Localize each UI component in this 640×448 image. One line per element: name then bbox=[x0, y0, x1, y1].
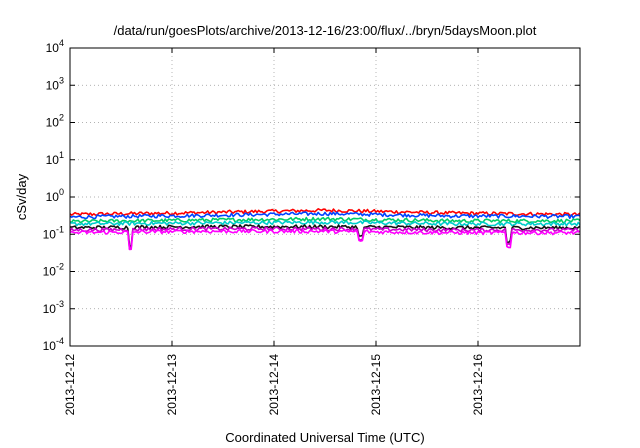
x-tick-label: 2013-12-13 bbox=[165, 354, 179, 416]
x-tick-label: 2013-12-15 bbox=[369, 354, 383, 416]
x-tick-label: 2013-12-16 bbox=[471, 354, 485, 416]
y-tick-label: 104 bbox=[46, 38, 64, 55]
y-tick-base: 10 bbox=[43, 302, 57, 316]
x-tick-label: 2013-12-12 bbox=[63, 354, 77, 416]
y-tick-base: 10 bbox=[43, 339, 57, 353]
y-tick-label: 101 bbox=[46, 150, 64, 167]
y-tick-label: 10-2 bbox=[43, 262, 64, 279]
y-tick-exponent: -3 bbox=[56, 299, 64, 309]
y-tick-exponent: 4 bbox=[59, 38, 64, 48]
y-tick-base: 10 bbox=[46, 116, 60, 130]
y-tick-base: 10 bbox=[46, 190, 60, 204]
y-tick-label: 10-4 bbox=[43, 336, 64, 353]
y-tick-label: 10-1 bbox=[43, 224, 64, 241]
y-tick-label: 100 bbox=[46, 187, 64, 204]
y-tick-base: 10 bbox=[43, 227, 57, 241]
chart-title: /data/run/goesPlots/archive/2013-12-16/2… bbox=[114, 23, 537, 38]
y-tick-exponent: 2 bbox=[59, 113, 64, 123]
y-tick-exponent: 1 bbox=[59, 150, 64, 160]
series-line-1 bbox=[69, 208, 581, 217]
x-axis-label: Coordinated Universal Time (UTC) bbox=[225, 430, 424, 445]
grid bbox=[70, 48, 580, 346]
series-line-3 bbox=[69, 216, 581, 224]
x-tick-label: 2013-12-14 bbox=[267, 354, 281, 416]
y-tick-base: 10 bbox=[46, 78, 60, 92]
y-tick-base: 10 bbox=[43, 265, 57, 279]
y-tick-label: 102 bbox=[46, 113, 64, 130]
y-tick-label: 10-3 bbox=[43, 299, 64, 316]
y-tick-exponent: -4 bbox=[56, 336, 64, 346]
y-tick-exponent: -1 bbox=[56, 224, 64, 234]
y-tick-base: 10 bbox=[46, 153, 60, 167]
y-tick-exponent: 3 bbox=[59, 75, 64, 85]
series-group bbox=[69, 208, 581, 251]
y-tick-label: 103 bbox=[46, 75, 64, 92]
y-axis-label: cSv/day bbox=[14, 173, 29, 220]
series-line-2 bbox=[69, 211, 581, 220]
series-line-4 bbox=[69, 220, 581, 227]
y-tick-exponent: -2 bbox=[56, 262, 64, 272]
x-axis: 2013-12-12 2013-12-13 2013-12-14 2013-12-15… bbox=[63, 48, 485, 415]
y-tick-base: 10 bbox=[46, 41, 60, 55]
series-line-7 bbox=[69, 228, 581, 251]
y-tick-exponent: 0 bbox=[59, 187, 64, 197]
series-line-5 bbox=[69, 224, 581, 248]
